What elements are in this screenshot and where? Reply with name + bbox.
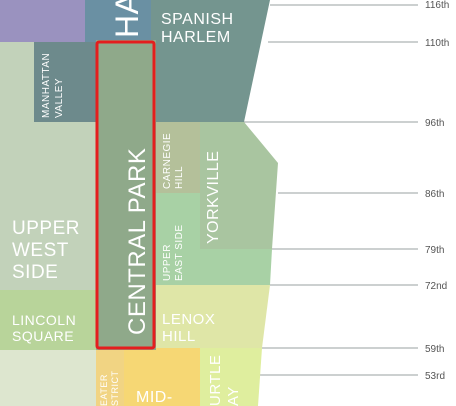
lincoln-square-label-line1: LINCOLN bbox=[12, 312, 76, 328]
turtle-bay-label-line2: AY bbox=[225, 386, 242, 406]
lincoln-square-region[interactable] bbox=[0, 290, 96, 350]
manhattan-valley-label-line2: VALLEY bbox=[54, 78, 65, 118]
upper-west-side-label-line3: SIDE bbox=[12, 262, 58, 283]
central-park-highlight bbox=[95, 40, 156, 350]
lenox-hill-label-line2: HILL bbox=[162, 328, 196, 345]
midtown-label: MID- bbox=[136, 389, 173, 406]
carnegie-hill-label-line2: HILL bbox=[174, 166, 185, 189]
spanish-harlem-label-line1: SPANISH bbox=[161, 11, 234, 28]
street-label-86th: 86th bbox=[425, 189, 444, 200]
upper-east-side-region[interactable] bbox=[156, 193, 272, 285]
turtle-bay-region[interactable] bbox=[200, 348, 262, 406]
manhattan-valley-region[interactable] bbox=[34, 42, 96, 122]
theater-district-label-line1: EATER bbox=[99, 374, 109, 406]
manhattan-valley-label-line1: MANHATTAN bbox=[41, 53, 52, 118]
street-label-79th: 79th bbox=[425, 245, 444, 256]
lenox-hill-region[interactable] bbox=[156, 285, 270, 348]
theater-district-label-line2: STRICT bbox=[110, 371, 120, 406]
central-park-label: CENTRAL PARK bbox=[124, 148, 151, 335]
theater-district-region[interactable] bbox=[96, 348, 124, 406]
street-grid bbox=[244, 4, 418, 376]
upper-east-side-label-line1: UPPER bbox=[162, 244, 173, 281]
yorkville-label: YORKVILLE bbox=[205, 151, 222, 244]
street-label-116th: 116th bbox=[425, 0, 449, 11]
harlem-label: HA bbox=[109, 0, 145, 38]
harlem-region[interactable] bbox=[85, 0, 151, 42]
lenox-hill-label-line1: LENOX bbox=[162, 311, 215, 328]
upper-west-side-label-line2: WEST bbox=[12, 240, 69, 261]
spanish-harlem-region[interactable] bbox=[151, 0, 270, 122]
upper-west-side-label-line1: UPPER bbox=[12, 218, 80, 239]
upper-east-side-label-line2: EAST SIDE bbox=[174, 224, 185, 281]
street-label-110th: 110th bbox=[425, 38, 449, 49]
street-label-72nd: 72nd bbox=[425, 281, 447, 292]
neighborhood-labels: HA SPANISH HARLEM MANHATTAN VALLEY CENTR… bbox=[12, 0, 242, 406]
street-label-53rd: 53rd bbox=[425, 371, 445, 382]
street-label-96th: 96th bbox=[425, 118, 444, 129]
morningside-region[interactable] bbox=[0, 0, 85, 42]
central-park-region[interactable] bbox=[96, 40, 156, 350]
street-labels: 116th 110th 96th 86th 79th 72nd 59th 53r… bbox=[425, 0, 449, 382]
carnegie-hill-region[interactable] bbox=[156, 122, 200, 193]
street-label-59th: 59th bbox=[425, 344, 444, 355]
carnegie-hill-label-line1: CARNEGIE bbox=[162, 133, 173, 189]
spanish-harlem-label-line2: HARLEM bbox=[161, 29, 231, 46]
clinton-region[interactable] bbox=[0, 350, 96, 406]
turtle-bay-label-line1: URTLE bbox=[207, 355, 224, 406]
lincoln-square-label-line2: SQUARE bbox=[12, 328, 74, 344]
midtown-region[interactable] bbox=[124, 348, 200, 406]
